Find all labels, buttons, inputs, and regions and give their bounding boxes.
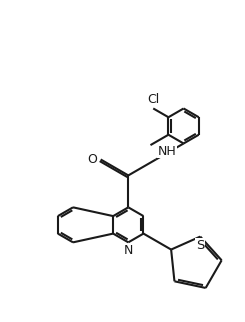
Text: NH: NH <box>158 145 176 158</box>
Text: S: S <box>196 239 205 252</box>
Text: Cl: Cl <box>147 93 159 106</box>
Text: O: O <box>87 153 97 166</box>
Text: N: N <box>124 244 133 257</box>
